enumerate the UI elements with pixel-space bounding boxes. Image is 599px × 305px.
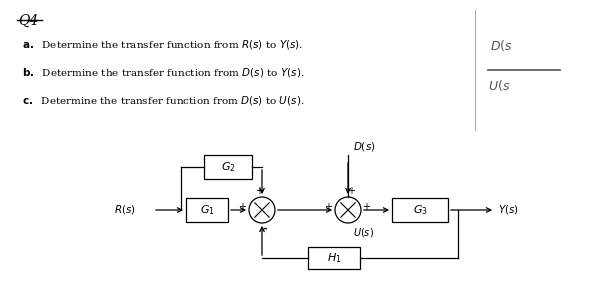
Text: -: - [263, 224, 267, 234]
Bar [186, 198, 228, 222]
Text: $Y(s)$: $Y(s)$ [498, 203, 519, 217]
Text: $U(s$: $U(s$ [488, 78, 510, 93]
Text: $G_3$: $G_3$ [413, 203, 428, 217]
Text: +: + [238, 202, 246, 212]
Text: $H_1$: $H_1$ [326, 251, 341, 265]
Text: +: + [347, 186, 355, 196]
Text: $U(s)$: $U(s)$ [353, 226, 374, 239]
Text: $\mathbf{c.}$  Determine the transfer function from $D(s)$ to $U(s)$.: $\mathbf{c.}$ Determine the transfer fun… [22, 94, 304, 107]
Text: $\mathbf{b.}$  Determine the transfer function from $D(s)$ to $Y(s)$.: $\mathbf{b.}$ Determine the transfer fun… [22, 66, 304, 79]
Text: $G_2$: $G_2$ [220, 160, 235, 174]
Bar [204, 155, 252, 179]
Text: $D(s$: $D(s$ [490, 38, 513, 53]
Text: Q4: Q4 [18, 14, 38, 28]
Text: $G_1$: $G_1$ [199, 203, 214, 217]
Text: +: + [362, 202, 370, 212]
Text: $\mathbf{a.}$  Determine the transfer function from $R(s)$ to $Y(s)$.: $\mathbf{a.}$ Determine the transfer fun… [22, 38, 303, 51]
Text: $D(s)$: $D(s)$ [353, 140, 376, 153]
Bar [308, 247, 360, 269]
Text: +: + [255, 186, 263, 196]
Bar [392, 198, 448, 222]
Text: $R(s)$: $R(s)$ [114, 203, 136, 217]
Text: +: + [324, 202, 332, 212]
